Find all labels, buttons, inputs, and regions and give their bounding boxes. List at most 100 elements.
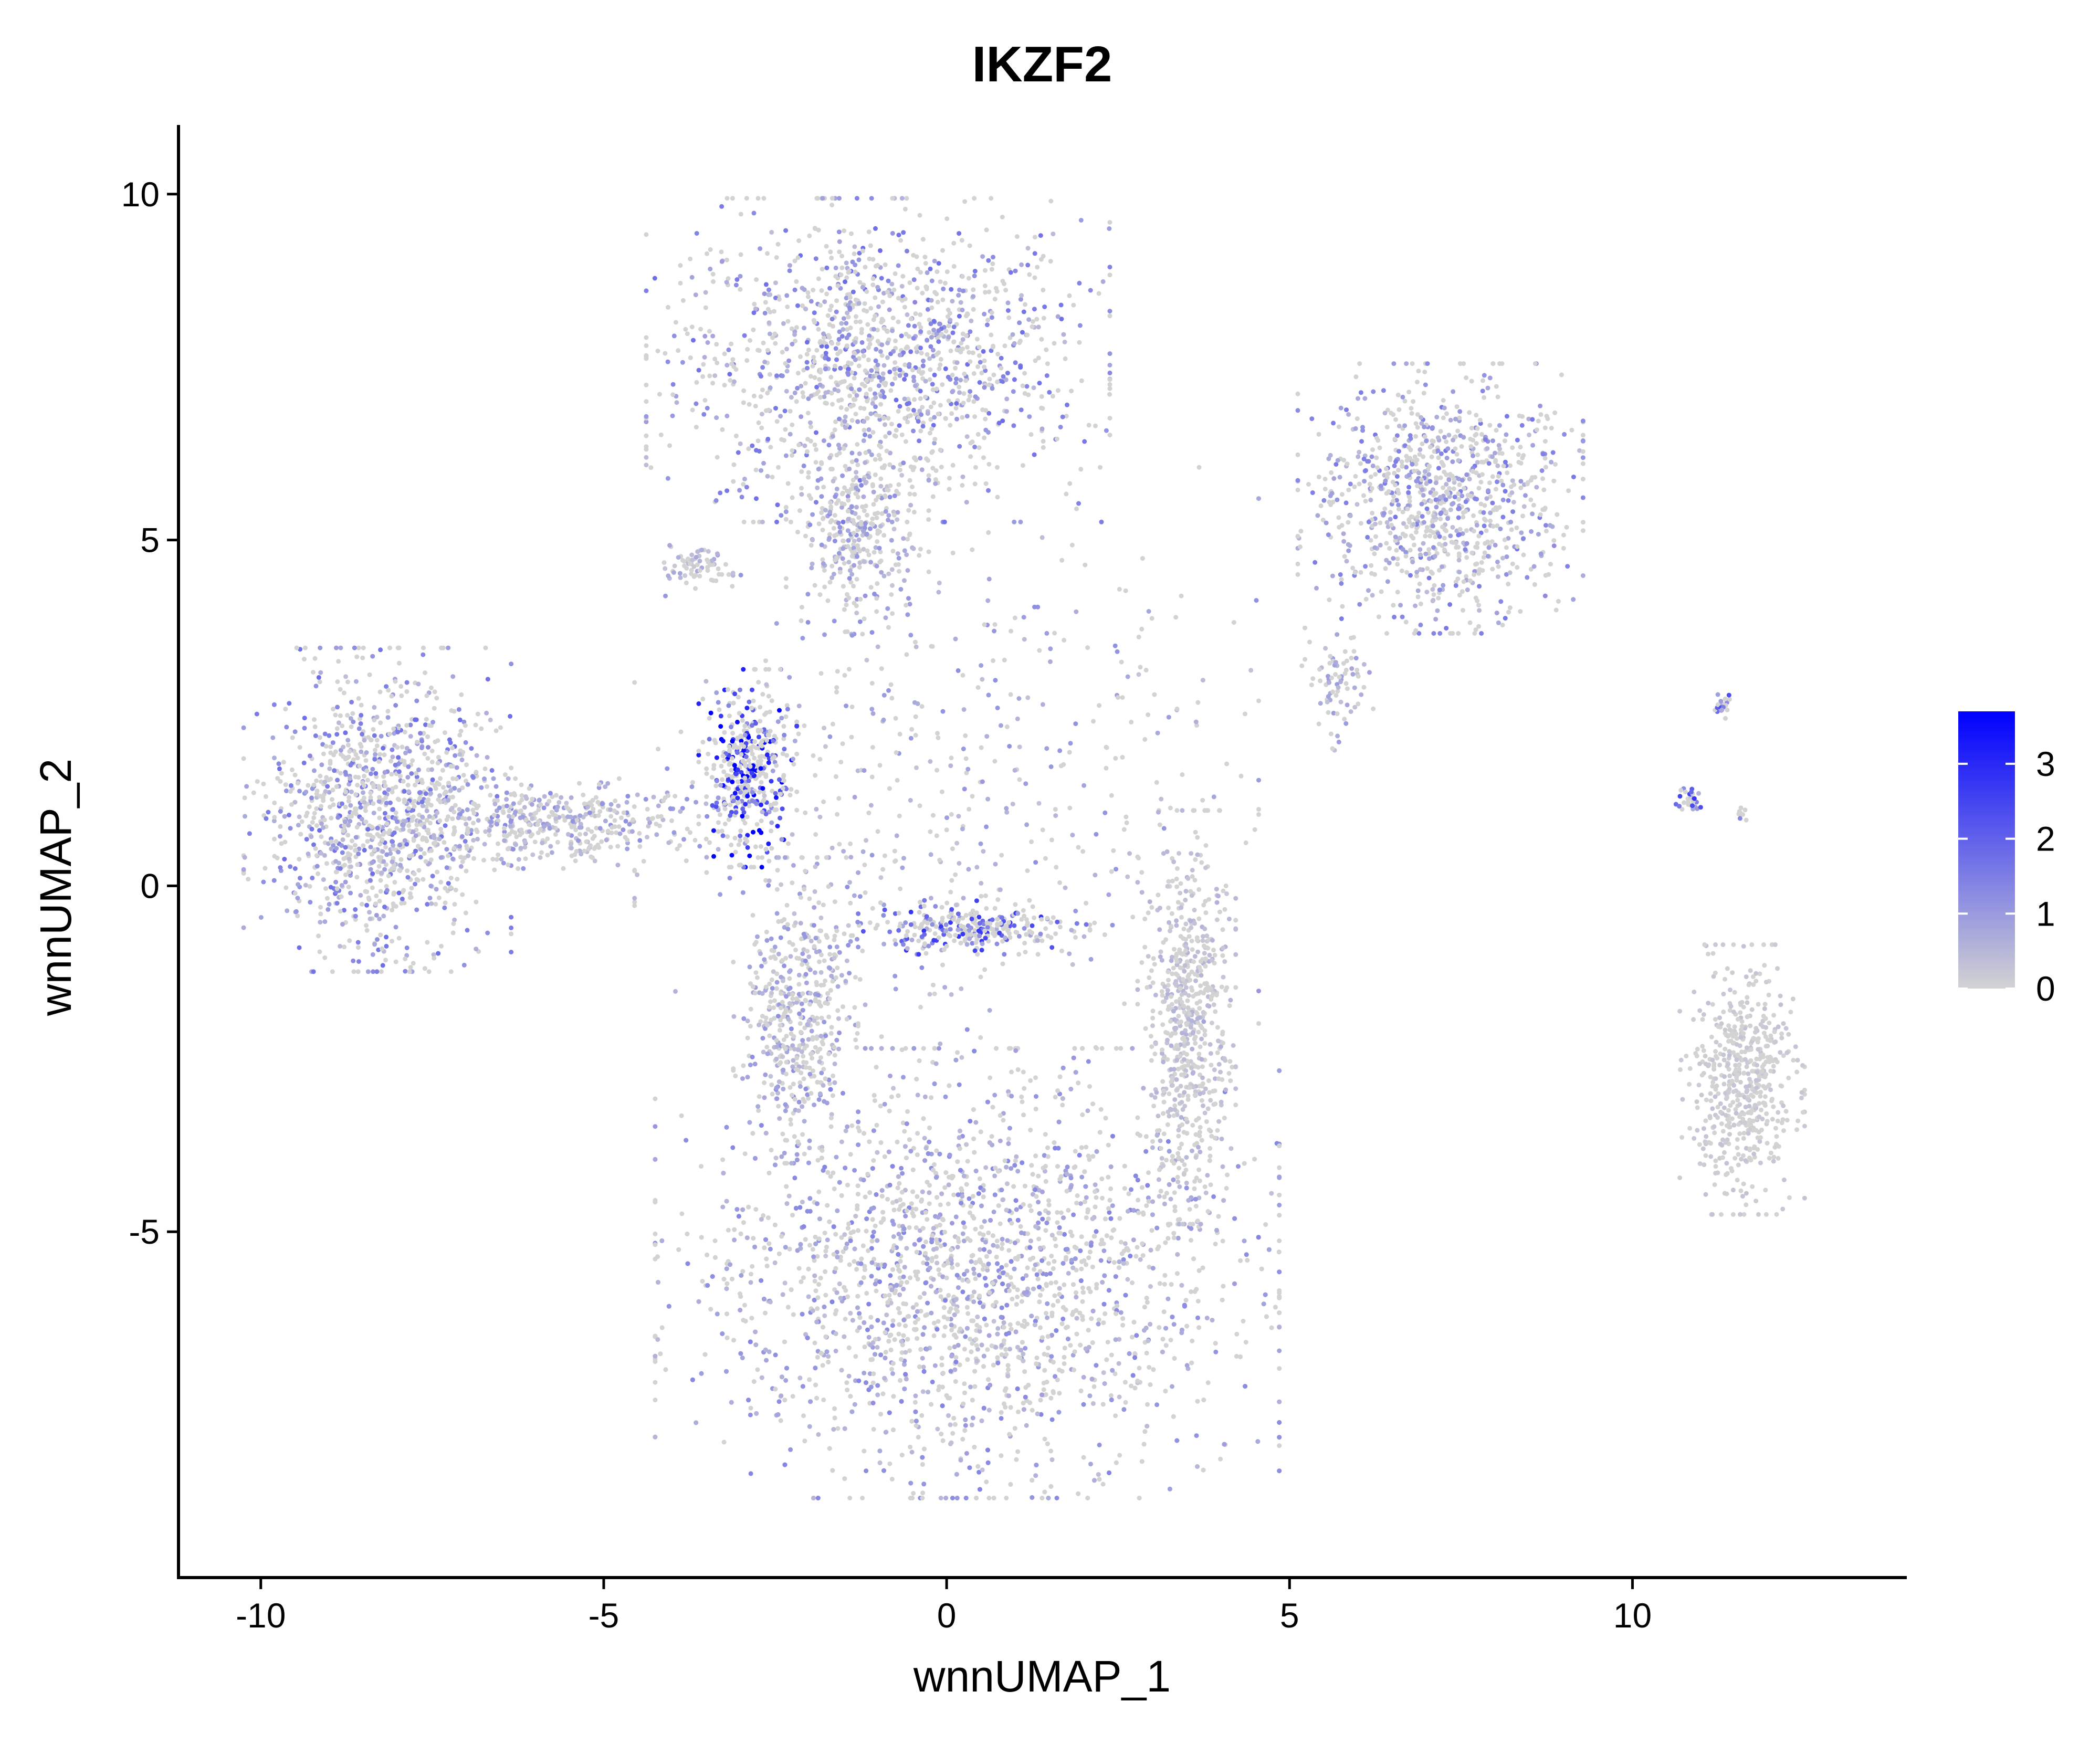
cell-point — [1000, 215, 1005, 219]
cell-point — [696, 367, 701, 373]
cell-point — [629, 829, 635, 834]
cell-point — [308, 900, 313, 905]
cell-point — [1034, 317, 1040, 322]
cell-point — [832, 427, 837, 433]
cell-point — [278, 824, 283, 829]
cell-point — [371, 727, 376, 732]
cell-point — [889, 519, 895, 524]
cell-point — [777, 708, 782, 713]
cell-point — [718, 490, 723, 496]
cell-point — [836, 229, 842, 235]
cell-point — [703, 305, 708, 310]
cell-point — [306, 851, 311, 856]
cell-point — [833, 363, 837, 369]
cell-point — [792, 390, 797, 395]
cell-point — [926, 478, 931, 483]
cell-point — [839, 505, 844, 510]
cell-point — [852, 539, 857, 544]
cell-point — [1079, 378, 1084, 383]
cell-point — [840, 490, 845, 496]
cell-point — [726, 347, 731, 352]
cell-point — [800, 390, 805, 395]
cell-point — [730, 779, 735, 784]
cell-point — [410, 758, 415, 763]
cell-point — [889, 592, 894, 597]
cell-point — [795, 529, 800, 534]
cell-point — [304, 837, 309, 842]
cell-point — [295, 781, 300, 786]
cell-point — [946, 334, 951, 340]
cell-point — [743, 836, 748, 842]
cell-point — [795, 385, 800, 391]
cell-point — [922, 255, 928, 260]
cell-point — [1038, 257, 1044, 262]
cell-point — [548, 844, 553, 849]
cell-point — [976, 445, 982, 450]
cell-point — [677, 571, 682, 576]
cell-point — [805, 365, 810, 371]
cell-point — [783, 576, 789, 581]
cell-point — [758, 766, 763, 771]
cell-point — [741, 482, 746, 487]
cell-point — [868, 560, 873, 565]
cell-point — [1035, 265, 1040, 270]
cell-point — [428, 884, 434, 888]
cell-point — [991, 372, 996, 377]
cell-point — [242, 795, 247, 801]
cell-point — [377, 815, 382, 821]
cell-point — [312, 656, 318, 661]
cell-point — [876, 304, 881, 309]
cell-point — [846, 517, 851, 522]
cell-point — [819, 542, 824, 548]
cell-point — [932, 437, 938, 442]
cell-point — [919, 412, 924, 417]
cell-point — [972, 196, 977, 201]
cell-point — [502, 829, 507, 835]
cell-point — [765, 391, 770, 396]
cell-point — [905, 344, 910, 350]
cell-point — [644, 463, 649, 468]
cell-point — [457, 752, 463, 757]
cell-point — [471, 838, 476, 843]
cell-point — [623, 835, 628, 840]
cell-point — [863, 593, 868, 598]
cell-point — [759, 425, 764, 430]
cell-point — [861, 494, 866, 499]
cell-point — [262, 866, 268, 871]
cell-point — [920, 290, 925, 296]
cell-point — [1021, 309, 1026, 314]
cell-point — [341, 828, 346, 833]
cell-point — [1006, 315, 1012, 320]
cell-point — [384, 934, 389, 940]
cell-point — [485, 677, 490, 682]
cell-point — [928, 321, 933, 327]
cell-point — [701, 362, 706, 367]
cell-point — [521, 866, 526, 871]
cell-point — [340, 723, 345, 729]
cell-point — [522, 805, 527, 810]
cell-point — [870, 257, 876, 262]
cell-point — [1031, 385, 1036, 391]
cell-point — [785, 481, 791, 486]
cell-point — [553, 832, 558, 837]
cell-point — [311, 782, 317, 787]
cell-point — [535, 822, 540, 827]
cell-point — [778, 815, 783, 821]
cell-point — [731, 462, 737, 467]
cell-point — [547, 814, 552, 820]
cell-point — [889, 281, 895, 287]
cell-point — [426, 797, 431, 802]
cell-point — [917, 408, 922, 414]
cell-point — [748, 338, 752, 343]
cell-point — [813, 256, 818, 261]
cell-point — [475, 711, 480, 717]
cell-point — [947, 487, 952, 492]
cell-point — [644, 414, 649, 419]
cell-point — [694, 380, 699, 385]
cell-point — [907, 280, 912, 285]
cell-point — [454, 776, 459, 782]
cell-point — [386, 787, 391, 792]
cell-point — [334, 846, 339, 851]
cell-point — [370, 654, 375, 659]
cell-point — [592, 834, 597, 839]
